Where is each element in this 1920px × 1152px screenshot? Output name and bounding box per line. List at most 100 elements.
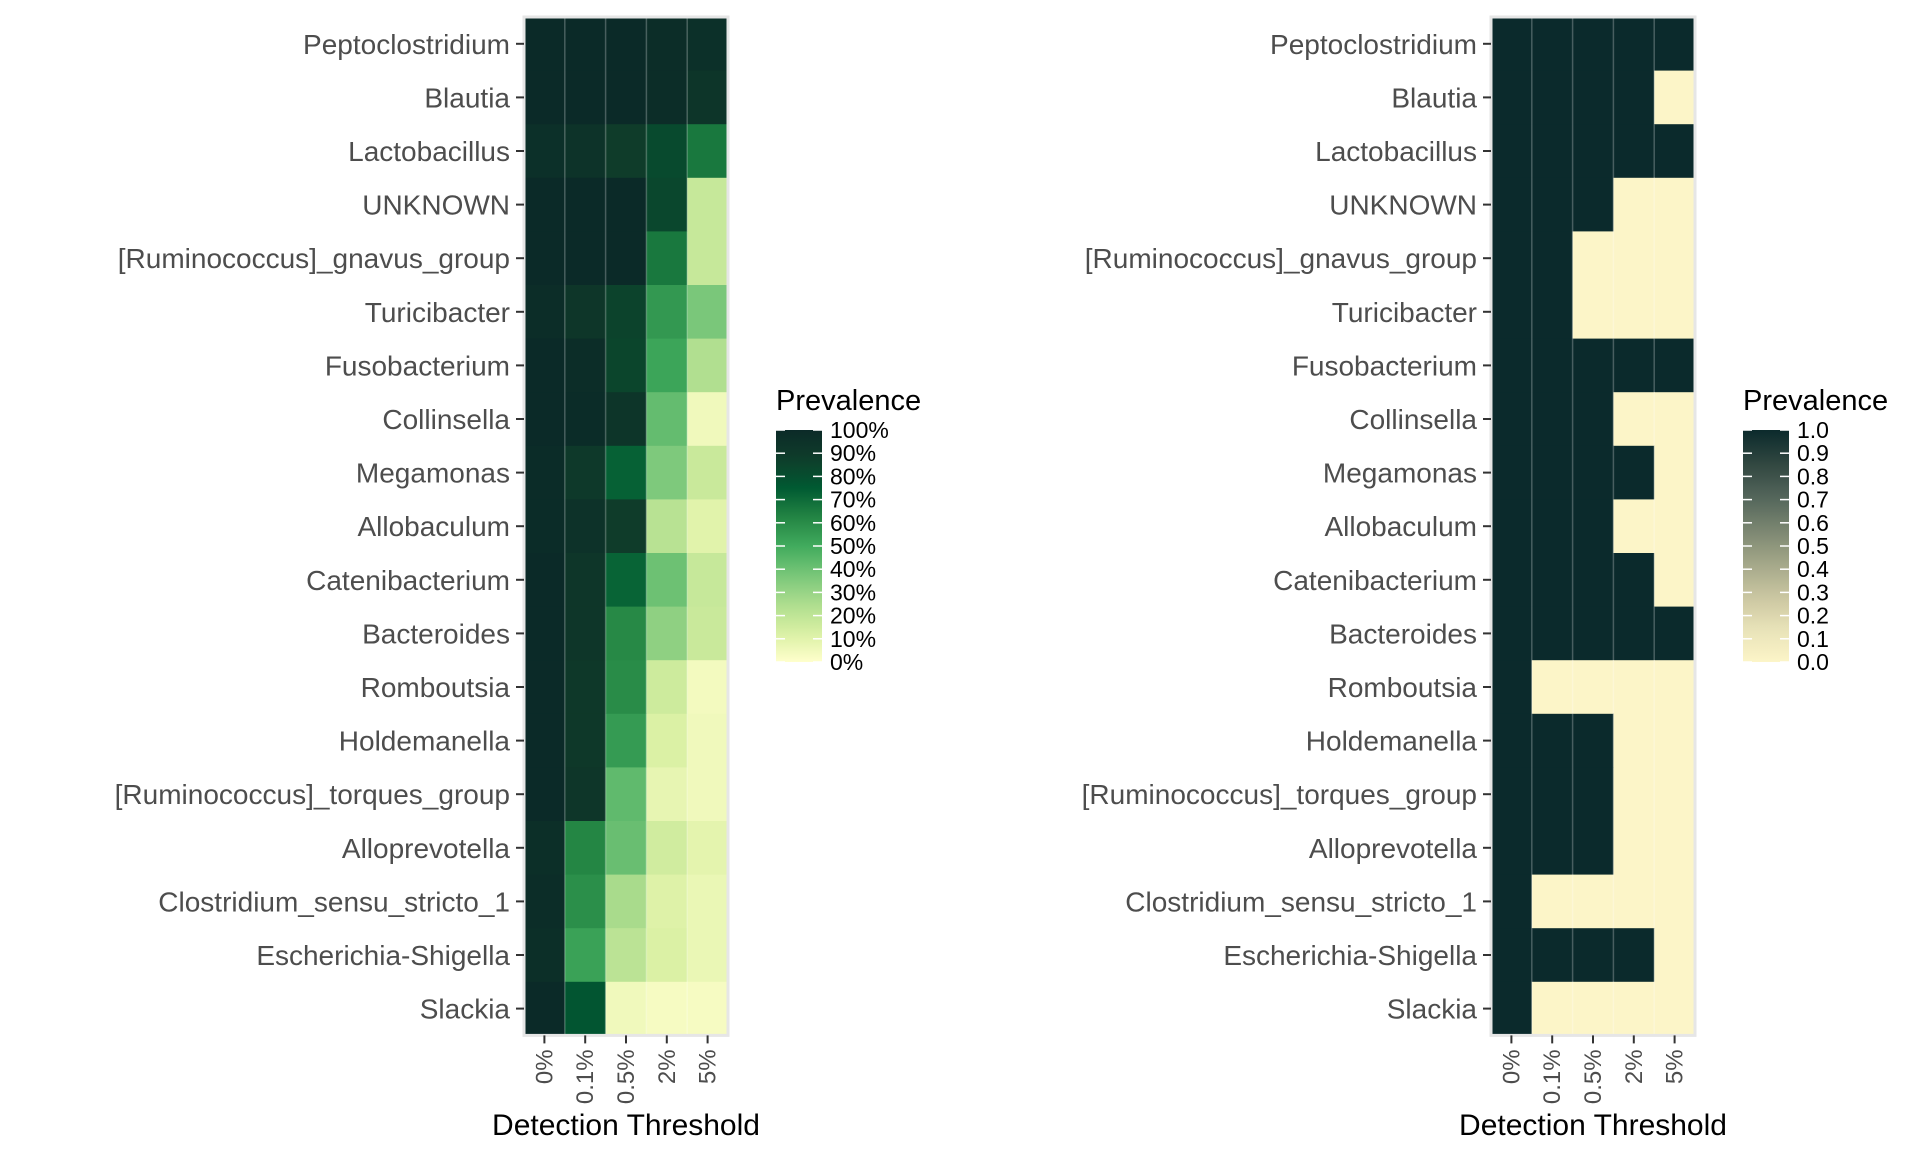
heatmap-cell: [687, 713, 729, 768]
heatmap-cell: [646, 285, 688, 340]
heatmap-cell: [687, 70, 729, 125]
heatmap-cell: [524, 338, 566, 393]
heatmap-cell: [1491, 981, 1533, 1036]
y-tick-label: Romboutsia: [361, 672, 511, 703]
heatmap-cell: [564, 767, 607, 822]
x-tick-label: 0.5%: [1580, 1049, 1607, 1104]
heatmap-cell: [564, 445, 607, 500]
heatmap-cell: [646, 660, 688, 715]
heatmap-cell: [1654, 928, 1696, 983]
heatmap-cell: [1613, 70, 1655, 125]
heatmap-cell: [687, 928, 729, 983]
legend-tick-label: 0.4: [1797, 556, 1829, 582]
heatmap-cell: [524, 767, 566, 822]
heatmap-cell: [564, 17, 607, 72]
heatmap-cell: [524, 231, 566, 286]
heatmap-cell: [687, 124, 729, 179]
heatmap-cell: [564, 713, 607, 768]
y-tick-label: Collinsella: [382, 404, 510, 435]
heatmap-cell: [1491, 553, 1533, 608]
heatmap-cell: [1654, 70, 1696, 125]
legend-tick-label: 100%: [830, 417, 889, 443]
x-tick-label: 5%: [1662, 1049, 1689, 1084]
y-tick-label: Peptoclostridium: [303, 29, 510, 60]
heatmap-cell: [564, 231, 607, 286]
heatmap-cell: [687, 338, 729, 393]
heatmap-cell: [1654, 17, 1696, 72]
heatmap-cell: [564, 499, 607, 554]
y-tick-label: Lactobacillus: [1315, 136, 1477, 167]
heatmap-cell: [1613, 445, 1655, 500]
heatmap-cell: [646, 767, 688, 822]
heatmap-cell: [646, 553, 688, 608]
heatmap-cell: [646, 70, 688, 125]
y-tick-label: Turicibacter: [365, 297, 510, 328]
heatmap-cell: [687, 285, 729, 340]
y-tick-label: Fusobacterium: [325, 350, 510, 381]
heatmap-cell: [564, 392, 607, 447]
heatmap-cell: [564, 928, 607, 983]
x-tick-label: 0%: [1498, 1049, 1525, 1084]
y-tick-label: UNKNOWN: [1329, 190, 1477, 221]
heatmap-cell: [1572, 445, 1614, 500]
heatmap-cell: [1531, 767, 1574, 822]
heatmap-cell: [1491, 338, 1533, 393]
heatmap-cell: [1531, 338, 1574, 393]
heatmap-cell: [1613, 285, 1655, 340]
heatmap-cell: [1531, 499, 1574, 554]
legend-tick-label: 80%: [830, 463, 876, 489]
heatmap-cell: [605, 874, 647, 929]
legend-tick-label: 0%: [830, 649, 863, 675]
heatmap-cell: [1613, 17, 1655, 72]
heatmap-cell: [1654, 499, 1696, 554]
heatmap-cell: [1613, 713, 1655, 768]
heatmap-cell: [524, 928, 566, 983]
y-tick-label: Alloprevotella: [1309, 833, 1478, 864]
heatmap-cell: [524, 553, 566, 608]
heatmap-cell: [1491, 285, 1533, 340]
heatmap-cell: [1572, 713, 1614, 768]
heatmap-cell: [524, 660, 566, 715]
y-tick-label: Holdemanella: [1306, 726, 1478, 757]
heatmap-cell: [1531, 70, 1574, 125]
heatmap-cell: [1491, 499, 1533, 554]
legend-title: Prevalence: [1743, 385, 1888, 417]
heatmap-cell: [1491, 713, 1533, 768]
heatmap-cell: [524, 445, 566, 500]
x-tick-label: 0.1%: [572, 1049, 599, 1104]
heatmap-cell: [1572, 231, 1614, 286]
legend-tick-label: 60%: [830, 510, 876, 536]
heatmap-cell: [1613, 821, 1655, 876]
heatmap-cell: [646, 338, 688, 393]
heatmap-cell: [1654, 821, 1696, 876]
y-tick-label: Bacteroides: [1329, 618, 1477, 649]
legend-tick-label: 10%: [830, 626, 876, 652]
heatmap-cell: [1531, 553, 1574, 608]
heatmap-cell: [646, 231, 688, 286]
heatmap-cell: [646, 17, 688, 72]
heatmap-cell: [564, 606, 607, 661]
heatmap-cell: [1654, 553, 1696, 608]
y-tick-label: Escherichia-Shigella: [256, 940, 510, 971]
legend-tick-label: 0.8: [1797, 463, 1829, 489]
y-tick-label: Clostridium_sensu_stricto_1: [158, 886, 510, 917]
legend-tick-label: 40%: [830, 556, 876, 582]
heatmap-cell: [1654, 981, 1696, 1036]
heatmap-cell: [687, 981, 729, 1036]
heatmap-cell: [1613, 981, 1655, 1036]
heatmap-cell: [687, 445, 729, 500]
heatmap-cell: [1613, 499, 1655, 554]
heatmap-cell: [1491, 821, 1533, 876]
y-tick-label: Holdemanella: [339, 726, 511, 757]
heatmap-cell: [524, 713, 566, 768]
y-tick-label: Collinsella: [1349, 404, 1477, 435]
heatmap-cell: [1531, 606, 1574, 661]
y-tick-label: [Ruminococcus]_gnavus_group: [1085, 243, 1477, 274]
heatmap-cell: [1572, 70, 1614, 125]
heatmap-cell: [605, 928, 647, 983]
heatmap-cell: [1613, 338, 1655, 393]
heatmap-cell: [1491, 928, 1533, 983]
heatmap-cell: [605, 231, 647, 286]
heatmap-cell: [1613, 606, 1655, 661]
